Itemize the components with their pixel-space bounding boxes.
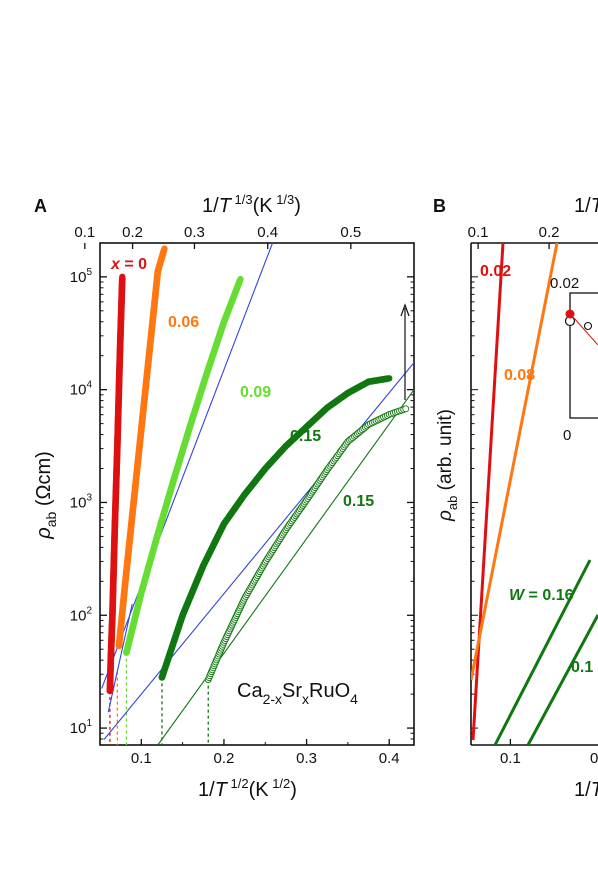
panel-b: 0.1 0. 0.1 0.2 0.02 0.08 W = 0.16 0.1 0.02 0 B 1/T 1…	[433, 195, 598, 801]
series-label: 0.02	[480, 263, 511, 280]
arrow-head	[400, 303, 410, 317]
x-axis-title: 1/T 1/2(K 1/2)	[198, 776, 297, 801]
x-tick-label-partial: 0.	[590, 750, 598, 767]
plot-a-area	[101, 243, 414, 745]
x2-tick-label: 0.5	[340, 224, 361, 241]
fit-line	[103, 362, 414, 740]
x-tick-label: 0.1	[500, 750, 521, 767]
x-tick-label: 0.2	[214, 750, 235, 767]
fit-line	[157, 389, 414, 745]
series-label: 0.08	[504, 367, 535, 384]
series-label: W = 0.16	[509, 587, 574, 604]
panel-label: B	[433, 196, 446, 216]
compound-annotation: Ca2-xSrxRuO4	[237, 680, 358, 707]
inset-line	[573, 317, 598, 346]
x2-axis-title: 1/T	[574, 195, 598, 217]
x2-tick-label: 0.4	[257, 224, 278, 241]
series-label: x = 0	[110, 256, 147, 273]
y-tick-label: 102	[70, 605, 93, 624]
fit-line	[107, 603, 133, 713]
series-line	[471, 243, 559, 681]
series-label: 0.15	[343, 493, 374, 510]
series-line	[493, 559, 592, 745]
series-label: 0.15	[290, 428, 321, 445]
panel-a: 0.1 0.2 0.3 0.4 0.1 0.2 0.3 0.4 0.5 101 102 103 104 1…	[33, 192, 415, 801]
plot-b-area	[471, 243, 598, 745]
data-point	[402, 405, 410, 413]
x-tick-label: 0.1	[131, 750, 152, 767]
inset-filled-point	[565, 309, 575, 319]
y-axis-title: ρab (arb. unit)	[435, 409, 460, 522]
inset-tick-label: 0.02	[550, 275, 579, 292]
x2-tick-label: 0.2	[539, 224, 560, 241]
series-line	[526, 614, 598, 745]
data-point	[119, 273, 126, 281]
inset-tick-label: 0	[563, 427, 571, 444]
y-tick-label: 105	[70, 267, 93, 286]
x2-tick-label: 0.3	[184, 224, 205, 241]
series-0	[106, 273, 126, 695]
series-label: 0.06	[168, 314, 199, 331]
data-point	[237, 275, 244, 283]
x-tick-label: 0.4	[379, 750, 400, 767]
y-axis-title: ρab (Ωcm)	[33, 451, 59, 540]
x-axis-title: 1/T	[574, 779, 598, 801]
panel-label: A	[34, 196, 47, 216]
series-label: 0.09	[240, 384, 271, 401]
series-1	[115, 245, 168, 650]
x2-tick-label: 0.2	[122, 224, 143, 241]
y-tick-label: 103	[70, 492, 93, 511]
series-2	[122, 275, 244, 656]
plot-a-frame	[99, 242, 415, 746]
inset-open-point	[583, 321, 593, 331]
y-tick-label: 101	[70, 718, 93, 737]
data-point	[161, 245, 168, 252]
data-point	[386, 375, 393, 382]
y-tick-label: 104	[70, 380, 93, 399]
series-3	[158, 375, 393, 681]
series-line	[471, 243, 505, 741]
series-4	[204, 405, 410, 684]
x2-axis-title: 1/T 1/3(K 1/3)	[202, 192, 301, 217]
series-label: 0.1	[571, 659, 593, 676]
x2-tick-label: 0.1	[468, 224, 489, 241]
x-tick-label: 0.3	[296, 750, 317, 767]
x2-tick-label: 0.1	[74, 224, 95, 241]
inset-frame	[569, 292, 598, 419]
